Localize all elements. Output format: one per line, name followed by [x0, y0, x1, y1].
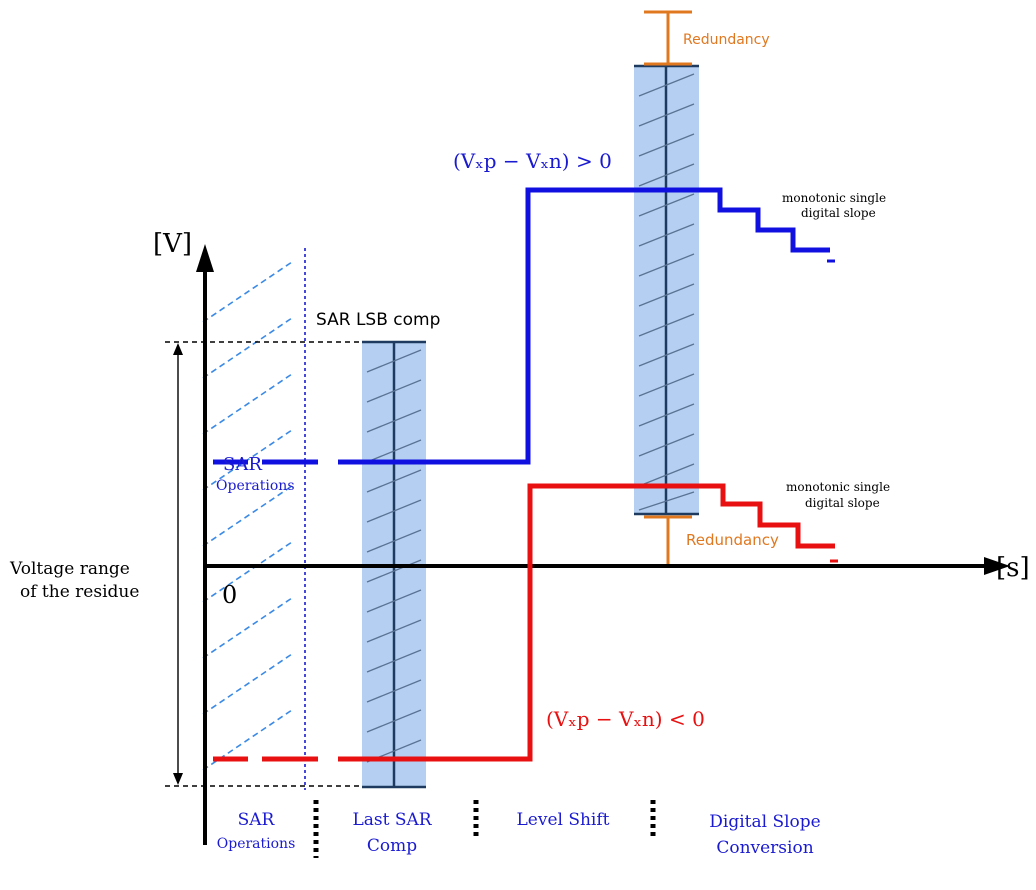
sar-lsb-comp-label: SAR LSB comp [316, 310, 440, 330]
sar-operations-hatch [202, 261, 293, 771]
redundancy-bottom-marker [644, 515, 692, 568]
phase-label-dsc-1: Digital Slope [709, 812, 820, 832]
slope-bottom-label-2: digital slope [805, 496, 880, 510]
slope-bottom-label-1: monotonic single [786, 480, 890, 494]
sar-operations-label-1: SAR [223, 454, 262, 475]
y-axis [196, 244, 214, 845]
positive-signal [213, 187, 830, 465]
positive-condition-label: (Vₓp − Vₓn) > 0 [453, 149, 612, 173]
phase-label-sar-2: Operations [217, 836, 296, 852]
slope-top-label-2: digital slope [801, 206, 876, 220]
phase-label-last-sar-2: Comp [367, 836, 417, 856]
redundancy-top-label: Redundancy [683, 32, 770, 48]
negative-signal [213, 483, 835, 762]
y-axis-label: [V] [153, 229, 192, 259]
x-axis-label: [s] [996, 553, 1030, 583]
digital-slope-band [634, 64, 699, 516]
voltage-range-label-2: of the residue [20, 582, 139, 602]
voltage-range-label-1: Voltage range [9, 559, 130, 579]
phase-label-dsc-2: Conversion [716, 838, 813, 858]
origin-label: 0 [222, 581, 237, 609]
phase-label-level-shift-1: Level Shift [516, 810, 609, 830]
voltage-range-arrow [173, 343, 183, 785]
negative-condition-label: (Vₓp − Vₓn) < 0 [546, 707, 705, 731]
redundancy-bottom-label: Redundancy [686, 531, 779, 549]
redundancy-top-marker [644, 10, 692, 66]
phase-label-last-sar-1: Last SAR [352, 810, 432, 830]
x-axis [205, 557, 1010, 575]
phase-separators [313, 800, 656, 858]
slope-top-label-1: monotonic single [782, 191, 886, 205]
phase-label-sar-1: SAR [238, 810, 276, 830]
sar-operations-label-2: Operations [216, 478, 295, 494]
